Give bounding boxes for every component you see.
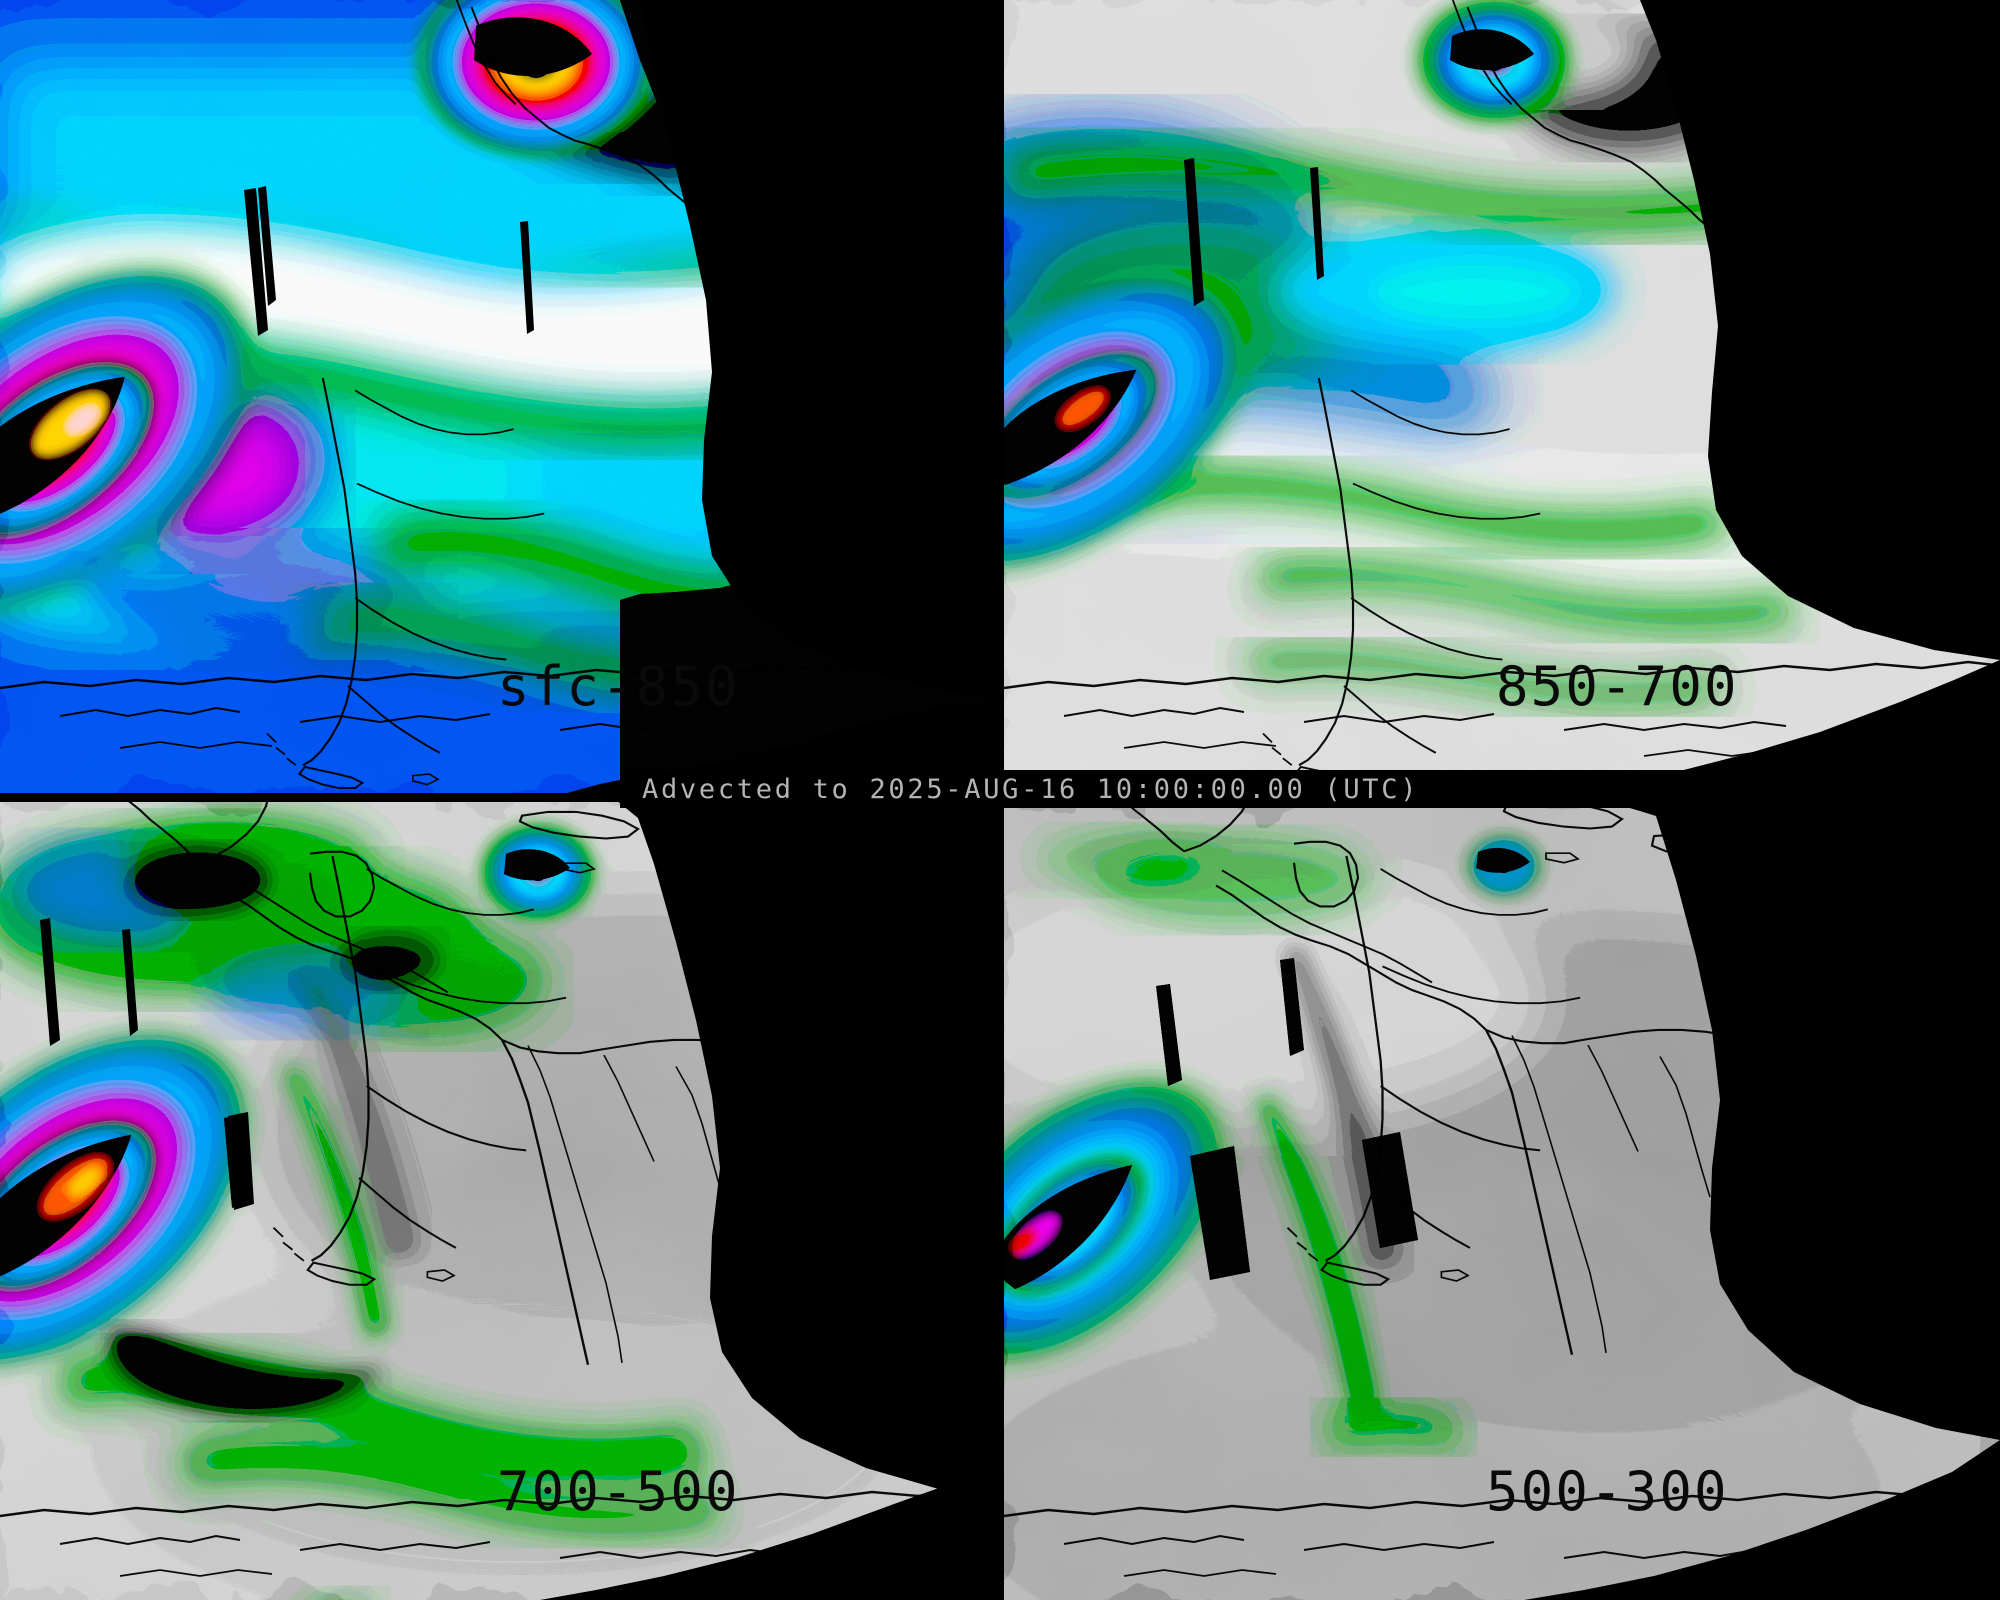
panel-divider-vertical-bottom — [1000, 800, 1004, 1600]
panel-700-500-image — [0, 800, 1002, 1600]
panel-sfc-850-image — [0, 0, 1002, 795]
panel-divider-vertical-top — [1000, 0, 1004, 795]
timestamp-text: Advected to 2025-AUG-16 10:00:00.00 (UTC… — [642, 773, 1420, 805]
scan-gaps — [1184, 158, 1324, 306]
scan-gaps — [40, 918, 254, 1210]
panel-700-500[interactable]: 700-500 — [0, 800, 1002, 1600]
panel-500-300-image — [1004, 800, 2000, 1600]
panel-850-700[interactable]: 850-700 — [1004, 0, 2000, 795]
panel-sfc-850[interactable]: sfc-850 — [0, 0, 1002, 795]
panel-500-300[interactable]: 500-300 — [1004, 800, 2000, 1600]
panel-850-700-image — [1004, 0, 2000, 795]
timestamp-band: Advected to 2025-AUG-16 10:00:00.00 (UTC… — [620, 770, 1873, 808]
